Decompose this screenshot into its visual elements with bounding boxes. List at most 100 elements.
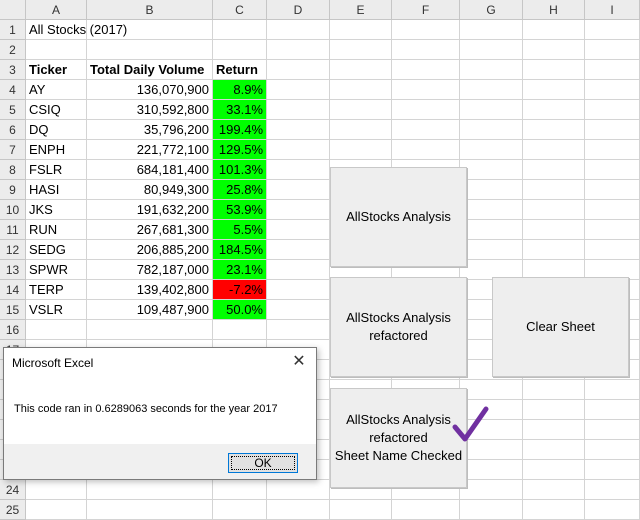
- cell[interactable]: [330, 100, 392, 120]
- allstocks-analysis-button[interactable]: AllStocks Analysis: [330, 167, 467, 267]
- cell[interactable]: [460, 480, 523, 500]
- cell[interactable]: [392, 40, 460, 60]
- row-header[interactable]: 4: [0, 80, 26, 100]
- cell[interactable]: [460, 40, 523, 60]
- cell[interactable]: [523, 160, 585, 180]
- cell[interactable]: [330, 20, 392, 40]
- return-cell[interactable]: 101.3%: [213, 160, 267, 180]
- row-header[interactable]: 11: [0, 220, 26, 240]
- cell[interactable]: [460, 60, 523, 80]
- header-volume[interactable]: Total Daily Volume: [87, 60, 213, 80]
- column-header[interactable]: F: [392, 0, 460, 20]
- volume-cell[interactable]: 684,181,400: [87, 160, 213, 180]
- cell[interactable]: [460, 180, 523, 200]
- row-header[interactable]: 9: [0, 180, 26, 200]
- row-header[interactable]: 1: [0, 20, 26, 40]
- cell[interactable]: [585, 460, 640, 480]
- cell[interactable]: [585, 20, 640, 40]
- cell[interactable]: [460, 380, 523, 400]
- cell[interactable]: [585, 440, 640, 460]
- cell[interactable]: [585, 380, 640, 400]
- cell[interactable]: [330, 120, 392, 140]
- cell[interactable]: [523, 20, 585, 40]
- row-header[interactable]: 10: [0, 200, 26, 220]
- cell[interactable]: [267, 160, 330, 180]
- ticker-cell[interactable]: FSLR: [26, 160, 87, 180]
- cell[interactable]: [585, 240, 640, 260]
- cell[interactable]: [460, 140, 523, 160]
- cell[interactable]: [392, 100, 460, 120]
- row-header[interactable]: 12: [0, 240, 26, 260]
- cell[interactable]: [523, 220, 585, 240]
- cell[interactable]: [330, 40, 392, 60]
- cell[interactable]: [267, 300, 330, 320]
- cell[interactable]: [523, 100, 585, 120]
- volume-cell[interactable]: 782,187,000: [87, 260, 213, 280]
- cell[interactable]: [267, 120, 330, 140]
- cell[interactable]: [267, 40, 330, 60]
- cell[interactable]: [87, 500, 213, 520]
- header-ticker[interactable]: Ticker: [26, 60, 87, 80]
- cell[interactable]: [460, 500, 523, 520]
- column-header[interactable]: A: [26, 0, 87, 20]
- ticker-cell[interactable]: CSIQ: [26, 100, 87, 120]
- cell[interactable]: [330, 140, 392, 160]
- cell[interactable]: [460, 80, 523, 100]
- row-header[interactable]: 6: [0, 120, 26, 140]
- cell[interactable]: [26, 500, 87, 520]
- cell[interactable]: [267, 220, 330, 240]
- return-cell[interactable]: 50.0%: [213, 300, 267, 320]
- column-header[interactable]: I: [585, 0, 640, 20]
- ticker-cell[interactable]: JKS: [26, 200, 87, 220]
- volume-cell[interactable]: 139,402,800: [87, 280, 213, 300]
- ok-button[interactable]: OK: [228, 453, 298, 473]
- cell[interactable]: [523, 80, 585, 100]
- cell[interactable]: [267, 240, 330, 260]
- cell[interactable]: [392, 60, 460, 80]
- volume-cell[interactable]: 80,949,300: [87, 180, 213, 200]
- column-header[interactable]: B: [87, 0, 213, 20]
- cell[interactable]: [26, 40, 87, 60]
- ticker-cell[interactable]: SEDG: [26, 240, 87, 260]
- cell[interactable]: [460, 120, 523, 140]
- column-header[interactable]: E: [330, 0, 392, 20]
- return-cell[interactable]: 33.1%: [213, 100, 267, 120]
- ticker-cell[interactable]: ENPH: [26, 140, 87, 160]
- cell[interactable]: [460, 440, 523, 460]
- return-cell[interactable]: 5.5%: [213, 220, 267, 240]
- row-header[interactable]: 24: [0, 480, 26, 500]
- cell[interactable]: [330, 500, 392, 520]
- cell[interactable]: [523, 240, 585, 260]
- cell[interactable]: [523, 460, 585, 480]
- cell[interactable]: [460, 460, 523, 480]
- cell[interactable]: [392, 80, 460, 100]
- volume-cell[interactable]: 109,487,900: [87, 300, 213, 320]
- cell[interactable]: [267, 200, 330, 220]
- cell[interactable]: [523, 120, 585, 140]
- column-header[interactable]: H: [523, 0, 585, 20]
- close-icon[interactable]: ✕: [292, 353, 306, 370]
- cell[interactable]: [267, 100, 330, 120]
- cell[interactable]: [267, 80, 330, 100]
- cell[interactable]: [585, 120, 640, 140]
- cell[interactable]: [330, 80, 392, 100]
- cell[interactable]: [523, 480, 585, 500]
- cell[interactable]: [267, 320, 330, 340]
- cell[interactable]: [585, 140, 640, 160]
- volume-cell[interactable]: 191,632,200: [87, 200, 213, 220]
- cell[interactable]: [523, 400, 585, 420]
- cell[interactable]: [87, 480, 213, 500]
- return-cell[interactable]: 25.8%: [213, 180, 267, 200]
- cell[interactable]: [523, 40, 585, 60]
- cell[interactable]: [267, 180, 330, 200]
- column-header[interactable]: G: [460, 0, 523, 20]
- cell[interactable]: [87, 40, 213, 60]
- cell[interactable]: [460, 20, 523, 40]
- allstocks-sheet-name-checked-button[interactable]: AllStocks Analysis refactored Sheet Name…: [330, 388, 467, 488]
- cell[interactable]: [26, 320, 87, 340]
- row-header[interactable]: 2: [0, 40, 26, 60]
- cell[interactable]: [460, 100, 523, 120]
- cell[interactable]: [523, 380, 585, 400]
- cell[interactable]: [585, 40, 640, 60]
- volume-cell[interactable]: 35,796,200: [87, 120, 213, 140]
